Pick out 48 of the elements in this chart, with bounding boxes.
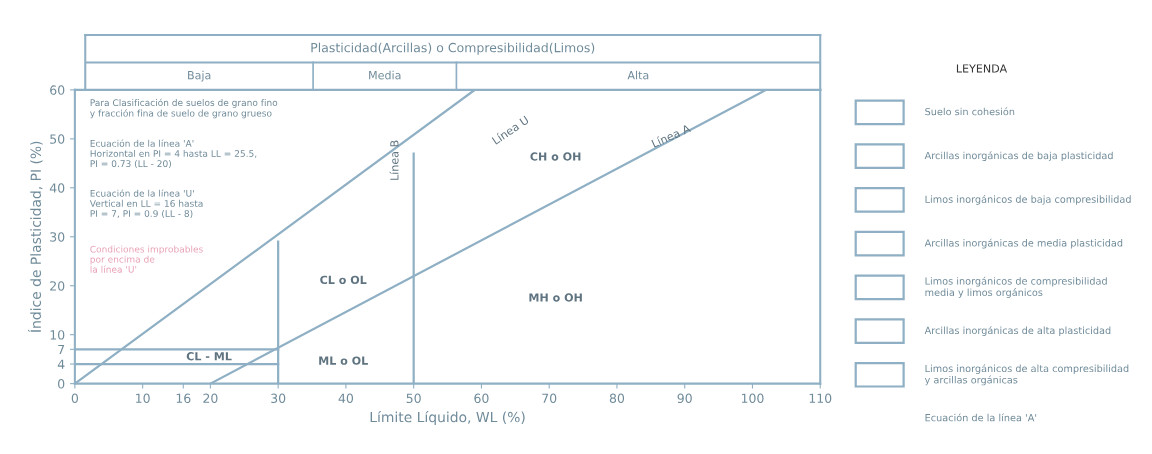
x-tick-label: 0 (71, 393, 79, 404)
annotation: CH o OH (530, 152, 581, 161)
annotation: Condiciones improbables por encima de la línea 'U' (90, 245, 203, 273)
text: Alta (627, 70, 649, 80)
y-tick-label: 50 (50, 134, 65, 144)
legend-title: LEYENDA (956, 64, 1008, 73)
y-tick-label: 10 (50, 330, 65, 340)
text: Arcillas inorgánicas de alta plasticidad (924, 326, 1111, 336)
y-tick-label: 60 (50, 85, 65, 95)
text: Media (369, 70, 401, 80)
x-tick-label: 110 (809, 393, 832, 404)
annotation: CL o OL (320, 275, 367, 285)
x-tick-label: 60 (474, 393, 489, 404)
text: Ecuación de la línea 'A' (925, 413, 1037, 422)
x-tick-label: 100 (741, 393, 764, 404)
x-axis-title: Límite Líquido, WL (%) (370, 411, 525, 425)
text: Limos inorgánicos de alta compresibilidad y arcillas orgánicas (924, 364, 1129, 386)
text: Limos inorgánicos de compresibilidad media y limos orgánicos (925, 276, 1107, 298)
text: Arcillas inorgánicas de baja plasticidad (924, 151, 1113, 162)
x-tick-label: 80 (609, 393, 625, 404)
annotation: CL - ML (186, 352, 232, 361)
text: Suelo sin cohesión (925, 107, 1015, 116)
x-tick-label: 16 (176, 393, 191, 404)
x-tick-label: 20 (203, 393, 218, 404)
y-tick-label: 20 (50, 281, 65, 291)
x-tick-label: 50 (406, 393, 421, 404)
annotation: ML o OL (319, 356, 368, 365)
annotation: MH o OH (529, 293, 582, 302)
x-tick-label: 30 (271, 393, 286, 404)
text: Arcillas inorgánicas de media plasticidad (924, 238, 1123, 249)
x-tick-label: 70 (542, 393, 557, 404)
x-tick-label: 40 (338, 393, 354, 404)
y-tick-label: 7 (58, 345, 65, 355)
text: Limos inorgánicos de baja compresibilidad (925, 194, 1131, 205)
text: Baja (188, 70, 211, 82)
annotation: Ecuación de la línea 'U' Vertical en LL = 16 hasta PI = 7, PI = 0.9 (LL - 8) (89, 189, 203, 219)
chart-title: Plasticidad(Arcillas) o Compresibilidad(Limos) (311, 42, 595, 55)
y-tick-label: 30 (50, 232, 65, 242)
annotation: Ecuación de la línea 'A' Horizontal en PI = 4 hasta LL = 25.5, PI = 0.73 (LL - 20) (90, 139, 257, 169)
annotation: Línea A (651, 123, 692, 148)
x-tick-label: 10 (136, 393, 150, 404)
annotation: Línea B (389, 140, 399, 180)
y-axis-title: Índice de Plasticidad, PI (%) (27, 141, 43, 332)
x-tick-label: 90 (677, 393, 692, 404)
y-tick-label: 0 (58, 379, 65, 389)
y-tick-label: 4 (57, 359, 65, 369)
y-tick-label: 40 (49, 183, 65, 193)
annotation: Para Clasificación de suelos de grano fino y fracción fina de suelo de grano grueso (90, 98, 278, 119)
